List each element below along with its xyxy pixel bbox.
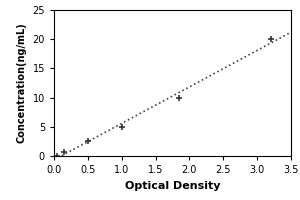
X-axis label: Optical Density: Optical Density [125,181,220,191]
Y-axis label: Concentration(ng/mL): Concentration(ng/mL) [17,23,27,143]
